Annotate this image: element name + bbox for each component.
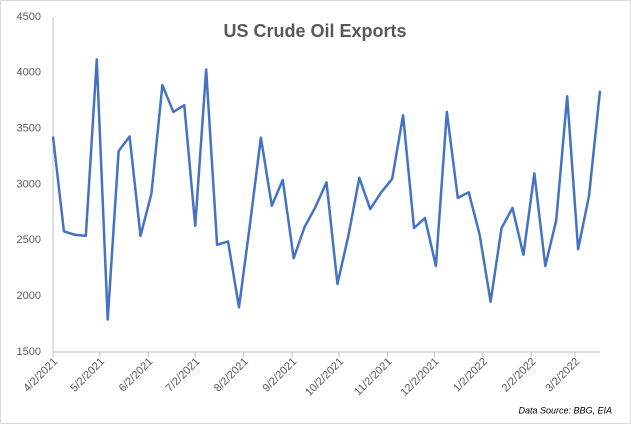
source-note: Data Source: BBG, EIA: [518, 405, 612, 415]
y-tick-label: 3500: [17, 123, 41, 135]
y-tick-label: 2500: [17, 234, 41, 246]
y-tick-label: 4500: [17, 11, 41, 23]
y-tick-label: 1500: [17, 346, 41, 358]
chart-title: US Crude Oil Exports: [223, 21, 406, 41]
data-line: [51, 58, 602, 321]
y-tick-label: 3000: [17, 178, 41, 190]
y-tick-label: 2000: [17, 290, 41, 302]
y-tick-label: 4000: [17, 67, 41, 79]
